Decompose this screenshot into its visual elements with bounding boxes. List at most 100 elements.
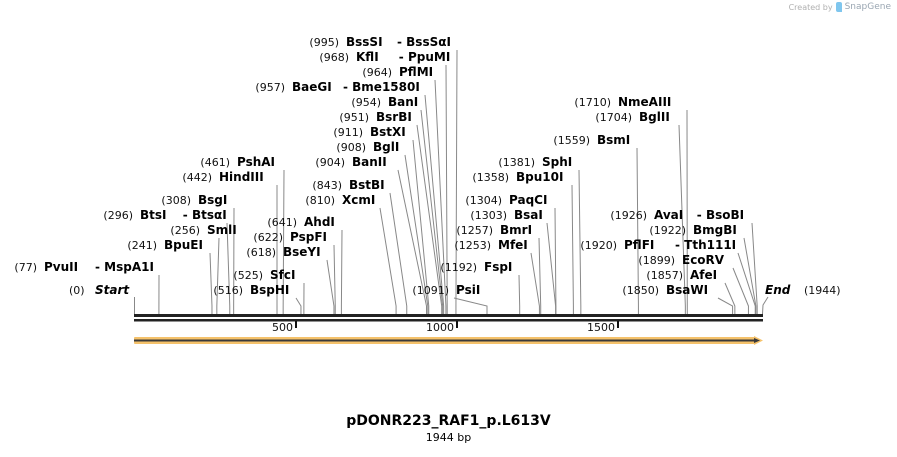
restriction-site[interactable]: (957) BaeGI - Bme1580I [255,80,419,94]
restriction-site[interactable]: (442)HindIII [182,170,263,184]
restriction-site[interactable]: (618) BseYI [246,245,320,259]
enzyme-name[interactable]: PshAI [237,155,275,169]
enzyme-name[interactable]: KflI [356,50,379,64]
site-position: (964) [362,66,392,79]
restriction-site[interactable]: (256)SmlI [170,223,236,237]
site-leader [531,253,539,314]
restriction-site[interactable]: (1381) SphI [498,155,572,169]
restriction-site[interactable]: (1091)PsiI [412,283,480,297]
enzyme-isoschizomer[interactable]: - MspA1I [95,260,154,274]
restriction-site[interactable]: (843)BstBI [312,178,384,192]
enzyme-name[interactable]: BglI [373,140,399,154]
enzyme-name[interactable]: Bpu10I [516,170,563,184]
enzyme-name[interactable]: NmeAIII [618,95,671,109]
restriction-site[interactable]: (1304)PaqCI [465,193,547,207]
restriction-site[interactable]: (241) BpuEI [127,238,203,252]
restriction-site[interactable]: (1857) AfeI [646,268,717,282]
enzyme-name[interactable]: SfcI [270,268,295,282]
enzyme-name[interactable]: SmlI [207,223,237,237]
enzyme-name[interactable]: BtsI [140,208,167,222]
enzyme-name[interactable]: BstXI [370,125,406,139]
enzyme-name[interactable]: BmgBI [693,223,737,237]
restriction-site[interactable]: (1358)Bpu10I [472,170,563,184]
restriction-site[interactable]: (1899)EcoRV [638,253,724,267]
site-position: (1381) [498,156,535,169]
enzyme-name[interactable]: BaeGI [292,80,332,94]
site-position: (461) [200,156,230,169]
restriction-site[interactable]: (908)BglI [336,140,399,154]
site-position: (1857) [646,269,683,282]
enzyme-name[interactable]: BspHI [250,283,289,297]
restriction-site[interactable]: (995)BssSI- BssSαI [309,35,451,49]
restriction-site[interactable]: (968)KflI- PpuMI [319,50,450,64]
enzyme-isoschizomer[interactable]: - Bme1580I [343,80,420,94]
enzyme-name[interactable]: BmrI [500,223,532,237]
enzyme-name[interactable]: FspI [484,260,512,274]
restriction-site[interactable]: (1192)FspI [440,260,512,274]
restriction-site[interactable]: (1920)PflFI- Tth111I [580,238,736,252]
enzyme-name[interactable]: BstBI [349,178,385,192]
enzyme-name[interactable]: BsrBI [376,110,412,124]
feature-arrow[interactable] [134,336,763,345]
restriction-site[interactable]: (308)BsgI [161,193,227,207]
restriction-site[interactable]: (1850)BsaWI [622,283,708,297]
enzyme-name[interactable]: PflFI [624,238,654,252]
restriction-site[interactable]: (77)PvuII- MspA1I [14,260,154,274]
restriction-site[interactable]: (1922)BmgBI [649,223,736,237]
restriction-site[interactable]: (516)BspHI [213,283,289,297]
restriction-site[interactable]: (964) PflMI [362,65,433,79]
site-position: (241) [127,239,157,252]
enzyme-isoschizomer[interactable]: - BtsαI [183,208,227,222]
site-leader [327,260,334,314]
restriction-site[interactable]: (951) BsrBI [339,110,411,124]
enzyme-name[interactable]: EcoRV [682,253,725,267]
enzyme-name[interactable]: BanI [388,95,418,109]
restriction-site[interactable]: (622)PspFI [253,230,327,244]
enzyme-name[interactable]: AhdI [304,215,335,229]
restriction-site[interactable]: (1253)MfeI [454,238,527,252]
enzyme-name[interactable]: AvaI [654,208,683,222]
enzyme-name[interactable]: MfeI [498,238,528,252]
restriction-site[interactable]: (1926)AvaI- BsoBI [610,208,744,222]
enzyme-name[interactable]: PvuII [44,260,78,274]
enzyme-isoschizomer[interactable]: - PpuMI [399,50,451,64]
enzyme-name[interactable]: BsmI [597,133,630,147]
enzyme-name[interactable]: AfeI [690,268,717,282]
enzyme-isoschizomer[interactable]: - BsoBI [697,208,744,222]
restriction-site[interactable]: (461) PshAI [200,155,275,169]
restriction-site[interactable]: (1704)BglII [595,110,669,124]
restriction-site[interactable]: (904)BanII [315,155,386,169]
enzyme-name[interactable]: BseYI [283,245,321,259]
enzyme-name[interactable]: PaqCI [509,193,547,207]
enzyme-name[interactable]: BanII [352,155,387,169]
site-position: (1303) [470,209,507,222]
restriction-site[interactable]: (641)AhdI [267,215,334,229]
enzyme-name[interactable]: PsiI [456,283,480,297]
site-position: (951) [339,111,369,124]
enzyme-isoschizomer[interactable]: - Tth111I [675,238,736,252]
enzyme-name[interactable]: PflMI [399,65,433,79]
enzyme-name[interactable]: BsaI [514,208,543,222]
site-position: (911) [333,126,363,139]
restriction-site[interactable]: (525)SfcI [233,268,295,282]
enzyme-isoschizomer[interactable]: - BssSαI [397,35,451,49]
restriction-site[interactable]: (1257)BmrI [456,223,532,237]
restriction-site[interactable]: (810)XcmI [305,193,375,207]
restriction-site[interactable]: (1303) BsaI [470,208,542,222]
restriction-site[interactable]: (1559)BsmI [553,133,630,147]
enzyme-name[interactable]: SphI [542,155,572,169]
enzyme-name[interactable]: BglII [639,110,670,124]
site-position: (618) [246,246,276,259]
enzyme-name[interactable]: BsgI [198,193,227,207]
restriction-site[interactable]: (954)BanI [351,95,418,109]
enzyme-name[interactable]: BpuEI [164,238,203,252]
enzyme-name[interactable]: PspFI [290,230,327,244]
enzyme-name[interactable]: BssSI [346,35,383,49]
enzyme-name[interactable]: HindIII [219,170,264,184]
enzyme-name[interactable]: XcmI [342,193,375,207]
restriction-site[interactable]: (1710)NmeAIII [574,95,671,109]
enzyme-name[interactable]: BsaWI [666,283,708,297]
restriction-site[interactable]: (911) BstXI [333,125,405,139]
site-position: (957) [255,81,285,94]
restriction-site[interactable]: (296)BtsI- BtsαI [103,208,226,222]
